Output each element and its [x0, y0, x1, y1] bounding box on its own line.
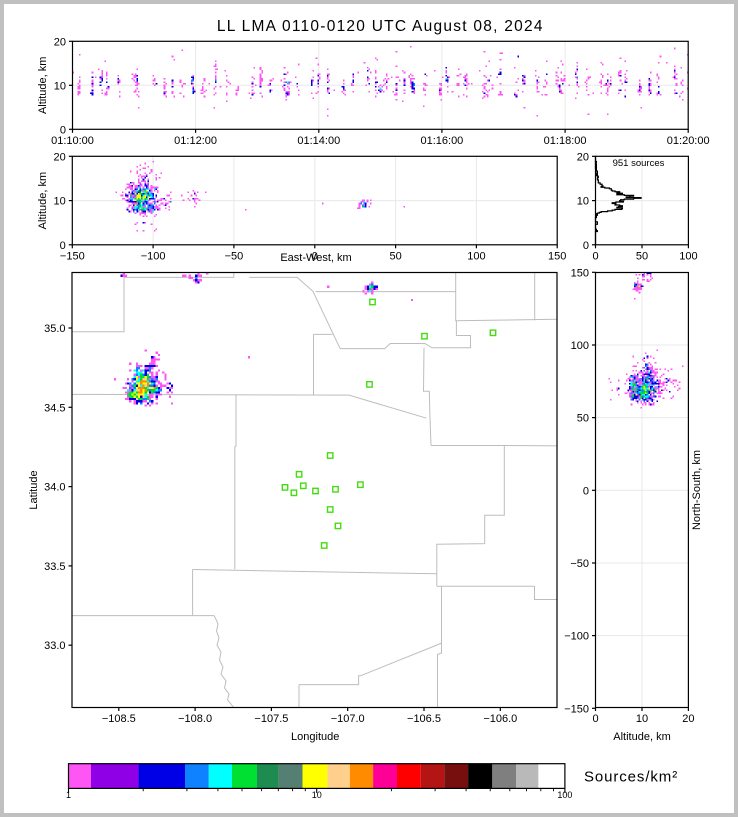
- svg-text:−50: −50: [225, 250, 244, 262]
- svg-text:33.0: 33.0: [44, 640, 65, 652]
- svg-text:20: 20: [577, 151, 589, 163]
- svg-text:−100: −100: [141, 250, 166, 262]
- svg-text:−106.0: −106.0: [483, 713, 517, 725]
- svg-text:10: 10: [577, 196, 589, 208]
- svg-text:150: 150: [548, 250, 566, 262]
- svg-text:−150: −150: [60, 250, 85, 262]
- svg-text:0: 0: [583, 485, 589, 497]
- svg-text:North-South, km: North-South, km: [691, 450, 703, 530]
- svg-text:34.0: 34.0: [44, 482, 65, 494]
- svg-text:01:18:00: 01:18:00: [544, 135, 587, 147]
- svg-text:10: 10: [54, 196, 66, 208]
- svg-text:951 sources: 951 sources: [613, 158, 665, 169]
- svg-text:−107.0: −107.0: [331, 713, 365, 725]
- svg-text:34.5: 34.5: [44, 402, 65, 414]
- svg-text:Sources/km²: Sources/km²: [584, 769, 678, 786]
- svg-text:100: 100: [679, 250, 697, 262]
- svg-text:10: 10: [636, 713, 648, 725]
- svg-text:20: 20: [54, 151, 66, 163]
- svg-text:20: 20: [682, 713, 694, 725]
- svg-text:10: 10: [54, 80, 66, 92]
- svg-text:Altitude, km: Altitude, km: [613, 731, 670, 743]
- svg-text:−108.5: −108.5: [102, 713, 136, 725]
- svg-text:Altitude, km: Altitude, km: [37, 57, 49, 114]
- svg-text:−100: −100: [564, 631, 589, 643]
- svg-text:LL LMA 0110-0120 UTC August 08: LL LMA 0110-0120 UTC August 08, 2024: [217, 18, 544, 35]
- svg-text:35.0: 35.0: [44, 323, 65, 335]
- svg-text:Altitude, km: Altitude, km: [37, 172, 49, 229]
- svg-text:0: 0: [60, 124, 66, 136]
- svg-text:−108.0: −108.0: [178, 713, 212, 725]
- svg-text:150: 150: [571, 267, 589, 279]
- svg-text:50: 50: [577, 413, 589, 425]
- svg-text:01:16:00: 01:16:00: [420, 135, 463, 147]
- svg-text:01:10:00: 01:10:00: [51, 135, 94, 147]
- svg-text:01:14:00: 01:14:00: [297, 135, 340, 147]
- svg-text:−106.5: −106.5: [407, 713, 441, 725]
- svg-text:0: 0: [312, 250, 318, 262]
- svg-text:0: 0: [583, 240, 589, 252]
- svg-text:01:12:00: 01:12:00: [174, 135, 217, 147]
- svg-text:0: 0: [592, 713, 598, 725]
- svg-text:33.5: 33.5: [44, 561, 65, 573]
- svg-text:01:20:00: 01:20:00: [667, 135, 710, 147]
- svg-text:Latitude: Latitude: [28, 470, 40, 509]
- svg-text:East-West, km: East-West, km: [280, 252, 351, 264]
- svg-text:−107.5: −107.5: [254, 713, 288, 725]
- svg-text:−150: −150: [564, 703, 589, 715]
- svg-text:0: 0: [60, 240, 66, 252]
- svg-text:50: 50: [389, 250, 401, 262]
- svg-text:0: 0: [592, 250, 598, 262]
- svg-text:−50: −50: [570, 558, 589, 570]
- svg-text:20: 20: [54, 36, 66, 48]
- svg-text:50: 50: [636, 250, 648, 262]
- svg-text:1: 1: [66, 790, 71, 800]
- svg-text:100: 100: [467, 250, 485, 262]
- svg-text:100: 100: [557, 790, 572, 800]
- svg-text:Longitude: Longitude: [291, 731, 339, 743]
- svg-text:10: 10: [312, 790, 322, 800]
- svg-text:100: 100: [571, 340, 589, 352]
